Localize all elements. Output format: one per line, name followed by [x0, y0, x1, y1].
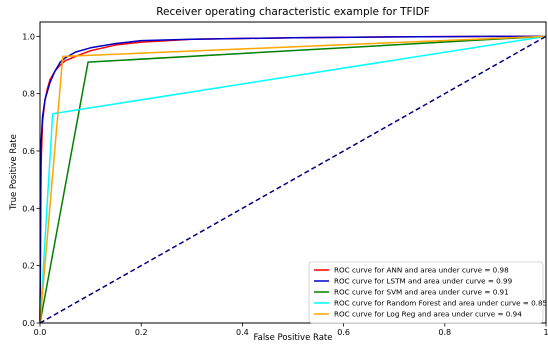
legend-entry: ROC curve for ANN and area under curve =…: [334, 266, 509, 275]
y-tick-label: 0.0: [22, 319, 35, 328]
x-tick-label: 0.0: [34, 328, 47, 337]
y-tick-label: 0.4: [22, 204, 35, 213]
chance-diagonal-line: [39, 35, 547, 324]
y-tick-label: 1.0: [22, 32, 35, 41]
legend-entry: ROC curve for SVM and area under curve =…: [334, 288, 509, 297]
legend-box: [308, 261, 544, 324]
y-axis-ticks: 0.0 0.2 0.4 0.6 0.8 1.0: [22, 32, 40, 328]
x-tick-label: 0.6: [337, 328, 350, 337]
legend-entry: ROC curve for Random Forest and area und…: [334, 299, 547, 308]
series-line-2: [39, 35, 547, 324]
plot-lines: [39, 35, 547, 324]
x-axis-ticks: 0.0 0.2 0.4 0.6 0.8 1: [34, 323, 548, 337]
legend-entry: ROC curve for Log Reg and area under cur…: [334, 310, 522, 319]
y-tick-label: 0.6: [22, 147, 35, 156]
series-line-3: [39, 35, 547, 324]
legend-entry: ROC curve for LSTM and area under curve …: [334, 277, 513, 286]
y-tick-label: 0.8: [22, 90, 35, 99]
x-tick-label: 0.4: [236, 328, 249, 337]
y-axis-label: True Positive Rate: [9, 134, 19, 211]
y-tick-label: 0.2: [22, 262, 35, 271]
legend: ROC curve for ANN and area under curve =…: [308, 261, 547, 324]
x-tick-label: 1: [543, 328, 548, 337]
chart-title: Receiver operating characteristic exampl…: [156, 6, 430, 18]
x-tick-label: 0.2: [135, 328, 148, 337]
x-tick-label: 0.8: [438, 328, 451, 337]
series-line-1: [39, 35, 546, 324]
series-line-4: [39, 35, 547, 324]
x-axis-label: False Positive Rate: [254, 333, 333, 343]
plot-frame: [39, 21, 547, 324]
